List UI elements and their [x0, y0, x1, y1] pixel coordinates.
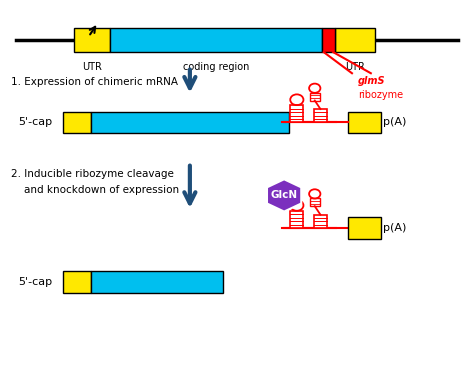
Text: coding region: coding region [182, 62, 249, 72]
Text: 2. Inducible ribozyme cleavage: 2. Inducible ribozyme cleavage [11, 169, 173, 179]
Polygon shape [267, 179, 301, 212]
FancyBboxPatch shape [74, 27, 110, 52]
FancyBboxPatch shape [348, 217, 381, 239]
FancyBboxPatch shape [314, 109, 327, 122]
FancyBboxPatch shape [322, 27, 335, 52]
FancyBboxPatch shape [310, 93, 320, 101]
Text: GlcN: GlcN [271, 190, 298, 200]
FancyBboxPatch shape [290, 105, 303, 122]
FancyBboxPatch shape [91, 112, 289, 133]
FancyBboxPatch shape [91, 271, 223, 293]
FancyBboxPatch shape [348, 112, 381, 133]
Text: and knockdown of expression: and knockdown of expression [11, 185, 179, 195]
FancyBboxPatch shape [63, 271, 91, 293]
Text: UTR: UTR [345, 62, 365, 72]
FancyBboxPatch shape [110, 27, 322, 52]
Text: p(A): p(A) [383, 117, 406, 127]
Text: glmS: glmS [357, 76, 385, 86]
Text: UTR: UTR [82, 62, 102, 72]
FancyBboxPatch shape [310, 199, 320, 206]
FancyBboxPatch shape [290, 211, 303, 228]
Text: 5'-cap: 5'-cap [18, 117, 52, 127]
FancyBboxPatch shape [314, 215, 327, 228]
Text: 1. Expression of chimeric mRNA: 1. Expression of chimeric mRNA [11, 77, 178, 87]
FancyBboxPatch shape [63, 112, 91, 133]
Text: ribozyme: ribozyme [357, 90, 403, 100]
Text: 5'-cap: 5'-cap [18, 277, 52, 287]
Text: p(A): p(A) [383, 223, 406, 233]
FancyBboxPatch shape [335, 27, 375, 52]
